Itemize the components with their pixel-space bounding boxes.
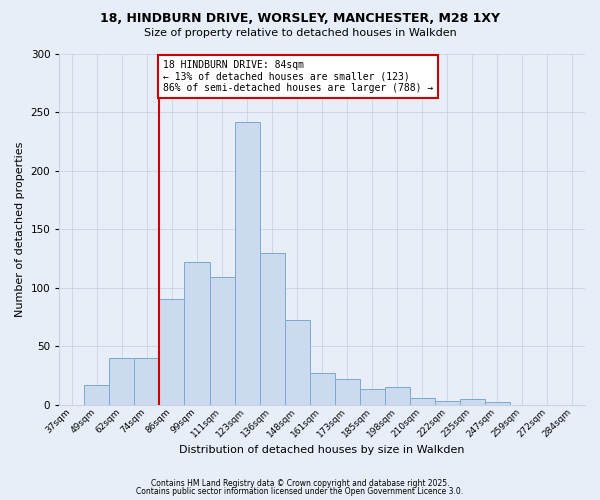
Bar [335,379,360,404]
Bar [160,300,184,405]
Bar [134,358,160,405]
Y-axis label: Number of detached properties: Number of detached properties [15,142,25,317]
Bar [109,358,134,405]
Bar [435,401,460,404]
X-axis label: Distribution of detached houses by size in Walkden: Distribution of detached houses by size … [179,445,465,455]
Bar [485,402,510,404]
Bar [310,373,335,404]
Bar [460,398,485,404]
Bar [85,384,109,404]
Text: 18, HINDBURN DRIVE, WORSLEY, MANCHESTER, M28 1XY: 18, HINDBURN DRIVE, WORSLEY, MANCHESTER,… [100,12,500,26]
Text: Contains public sector information licensed under the Open Government Licence 3.: Contains public sector information licen… [136,487,464,496]
Bar [235,122,260,405]
Bar [410,398,435,404]
Bar [385,387,410,404]
Bar [360,390,385,404]
Bar [184,262,209,404]
Bar [260,252,284,404]
Text: 18 HINDBURN DRIVE: 84sqm
← 13% of detached houses are smaller (123)
86% of semi-: 18 HINDBURN DRIVE: 84sqm ← 13% of detach… [163,60,433,93]
Bar [284,320,310,404]
Text: Contains HM Land Registry data © Crown copyright and database right 2025.: Contains HM Land Registry data © Crown c… [151,478,449,488]
Bar [209,277,235,404]
Text: Size of property relative to detached houses in Walkden: Size of property relative to detached ho… [143,28,457,38]
